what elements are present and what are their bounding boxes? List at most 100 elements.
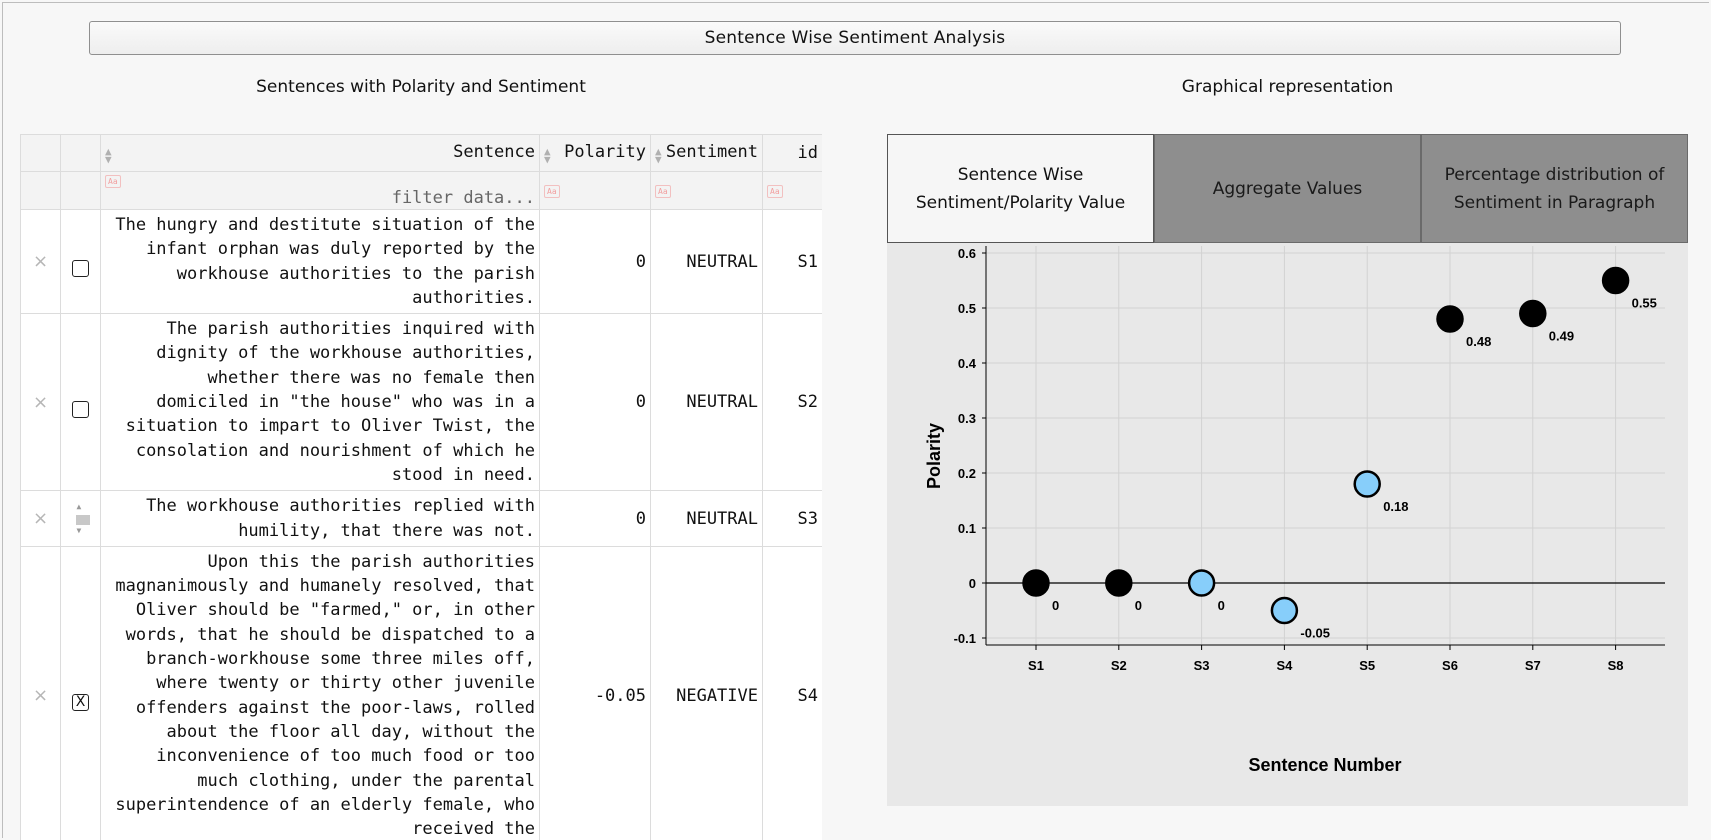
header-sentiment-label: Sentiment (665, 142, 758, 162)
chart-panel: -0.1 0 0.1 0.2 0.3 0.4 0.5 0.6 S1 S2 S3 S4 S5 S6 S7 S8 … (887, 243, 1688, 806)
data-point (1105, 569, 1133, 597)
chart-points: 0 0 0 -0.05 0.18 0.48 0.49 0.55 (1022, 266, 1657, 641)
id-cell: S3 (762, 490, 822, 547)
x-tick-label: S8 (1608, 658, 1624, 673)
x-tick-label: S3 (1194, 658, 1210, 673)
sentence-cell: Upon this the parish authorities magnani… (100, 545, 540, 840)
filter-cell-polarity: Aa (539, 171, 651, 210)
id-cell: S4 (762, 545, 822, 840)
tab-percentage-distribution[interactable]: Percentage distribution of Sentiment in … (1421, 134, 1688, 243)
filter-cell-sentiment: Aa (650, 171, 763, 210)
sort-icon[interactable]: ▲ ▼ (544, 145, 551, 166)
filter-cell-empty (60, 171, 101, 210)
case-toggle-icon[interactable]: Aa (105, 175, 121, 188)
data-point (1353, 470, 1381, 498)
data-label: -0.05 (1300, 626, 1330, 641)
header-sentence[interactable]: ▲ ▼ Sentence (100, 134, 540, 172)
sentence-filter-input[interactable] (105, 188, 535, 208)
scroll-down-icon[interactable]: ▼ (76, 525, 82, 535)
row-select-checkbox[interactable]: X (72, 694, 89, 712)
sentence-cell: The hungry and destitute situation of th… (100, 208, 540, 315)
header-select-col (60, 134, 101, 172)
x-tick-label: S6 (1442, 658, 1458, 673)
tab-label-line: Sentiment/Polarity Value (915, 192, 1126, 213)
y-tick-label: 0.2 (958, 466, 976, 481)
sort-icon[interactable]: ▲ ▼ (105, 145, 112, 166)
table-row: × The hungry and destitute situation of … (20, 208, 822, 315)
polarity-scatter-chart: -0.100.10.20.30.40.50.6S1 S2 S3 S4 S5 S6 S7 S8 … (924, 246, 1665, 775)
data-label: 0.55 (1632, 296, 1657, 311)
delete-row-icon[interactable]: × (20, 545, 61, 840)
sentence-table-container[interactable]: ▲ ▼ Sentence ▲ ▼ Polarity ▲ ▼ Sentiment id (20, 134, 822, 840)
scroll-up-icon[interactable]: ▲ (76, 501, 82, 511)
delete-row-icon[interactable]: × (20, 313, 61, 492)
chart-tabs: Sentence Wise Sentiment/Polarity Value A… (887, 134, 1688, 243)
polarity-cell: 0 (539, 490, 651, 547)
y-tick-label: 0.5 (958, 301, 976, 316)
chart-axes: -0.1 0 0.1 0.2 0.3 0.4 0.5 0.6 S1 S2 S3 S4 S5 S6 S7 S8 (954, 246, 1665, 673)
filter-cell-sentence: Aa (100, 171, 540, 210)
data-label: 0 (1218, 598, 1225, 613)
header-polarity[interactable]: ▲ ▼ Polarity (539, 134, 651, 172)
sort-icon[interactable]: ▲ ▼ (655, 145, 662, 166)
y-axis-label: Polarity (924, 423, 944, 489)
data-label: 0.18 (1383, 499, 1408, 514)
x-tick-label: S4 (1276, 658, 1293, 673)
row-select-cell (60, 313, 101, 492)
polarity-cell: 0 (539, 313, 651, 492)
data-point (1601, 266, 1630, 295)
filter-row: Aa Aa Aa Aa (20, 171, 822, 210)
header-id[interactable]: id (762, 134, 822, 172)
data-point (1187, 569, 1216, 597)
sentiment-cell: NEUTRAL (650, 490, 763, 547)
sentiment-cell: NEUTRAL (650, 313, 763, 492)
row-select-checkbox[interactable] (72, 400, 89, 418)
filter-cell-empty (20, 171, 61, 210)
page-title: Sentence Wise Sentiment Analysis (704, 28, 1006, 48)
case-toggle-icon[interactable]: Aa (767, 185, 783, 198)
row-select-cell (60, 208, 101, 315)
row-select-checkbox[interactable] (72, 260, 89, 278)
x-tick-label: S1 (1028, 658, 1044, 673)
y-tick-label: 0.1 (958, 521, 976, 536)
delete-row-icon[interactable]: × (20, 208, 61, 315)
data-label: 0 (1135, 598, 1142, 613)
data-label: 0 (1052, 598, 1059, 613)
y-tick-label: 0 (969, 576, 976, 591)
data-point (1270, 596, 1299, 625)
case-toggle-icon[interactable]: Aa (544, 185, 560, 198)
tab-sentence-wise[interactable]: Sentence Wise Sentiment/Polarity Value (887, 134, 1154, 243)
y-tick-label: 0.6 (958, 246, 976, 261)
header-sentence-label: Sentence (453, 142, 535, 162)
id-cell: S1 (762, 208, 822, 315)
header-sentiment[interactable]: ▲ ▼ Sentiment (650, 134, 763, 172)
cell-scrollbar[interactable]: ▲ ▼ (74, 501, 90, 537)
chart-section-heading: Graphical representation (1181, 77, 1394, 97)
sentiment-cell: NEGATIVE (650, 545, 763, 840)
case-toggle-icon[interactable]: Aa (655, 185, 671, 198)
chart-grid (986, 246, 1665, 645)
polarity-cell: -0.05 (539, 545, 651, 840)
tab-label-line: Sentiment in Paragraph (1453, 192, 1656, 213)
sentence-cell: The workhouse authorities replied with h… (100, 490, 540, 547)
data-point (1519, 299, 1547, 328)
table-row: × X Upon this the parish authorities mag… (20, 545, 822, 840)
filter-cell-id: Aa (762, 171, 822, 210)
tab-aggregate-values[interactable]: Aggregate Values (1154, 134, 1421, 243)
x-tick-label: S7 (1525, 658, 1541, 673)
data-label: 0.48 (1466, 334, 1491, 349)
scroll-thumb[interactable] (75, 514, 90, 525)
tab-label-line: Sentence Wise (957, 164, 1084, 185)
tab-label-line: Percentage distribution of (1444, 164, 1665, 185)
data-label: 0.49 (1549, 329, 1574, 344)
polarity-cell: 0 (539, 208, 651, 315)
delete-row-icon[interactable]: × (20, 490, 61, 547)
data-point (1022, 569, 1050, 597)
x-tick-label: S5 (1359, 658, 1375, 673)
y-tick-label: -0.1 (954, 631, 976, 646)
sentiment-cell: NEUTRAL (650, 208, 763, 315)
sentence-table: ▲ ▼ Sentence ▲ ▼ Polarity ▲ ▼ Sentiment id (20, 134, 822, 840)
table-header-row: ▲ ▼ Sentence ▲ ▼ Polarity ▲ ▼ Sentiment id (20, 134, 822, 172)
header-polarity-label: Polarity (564, 142, 646, 162)
